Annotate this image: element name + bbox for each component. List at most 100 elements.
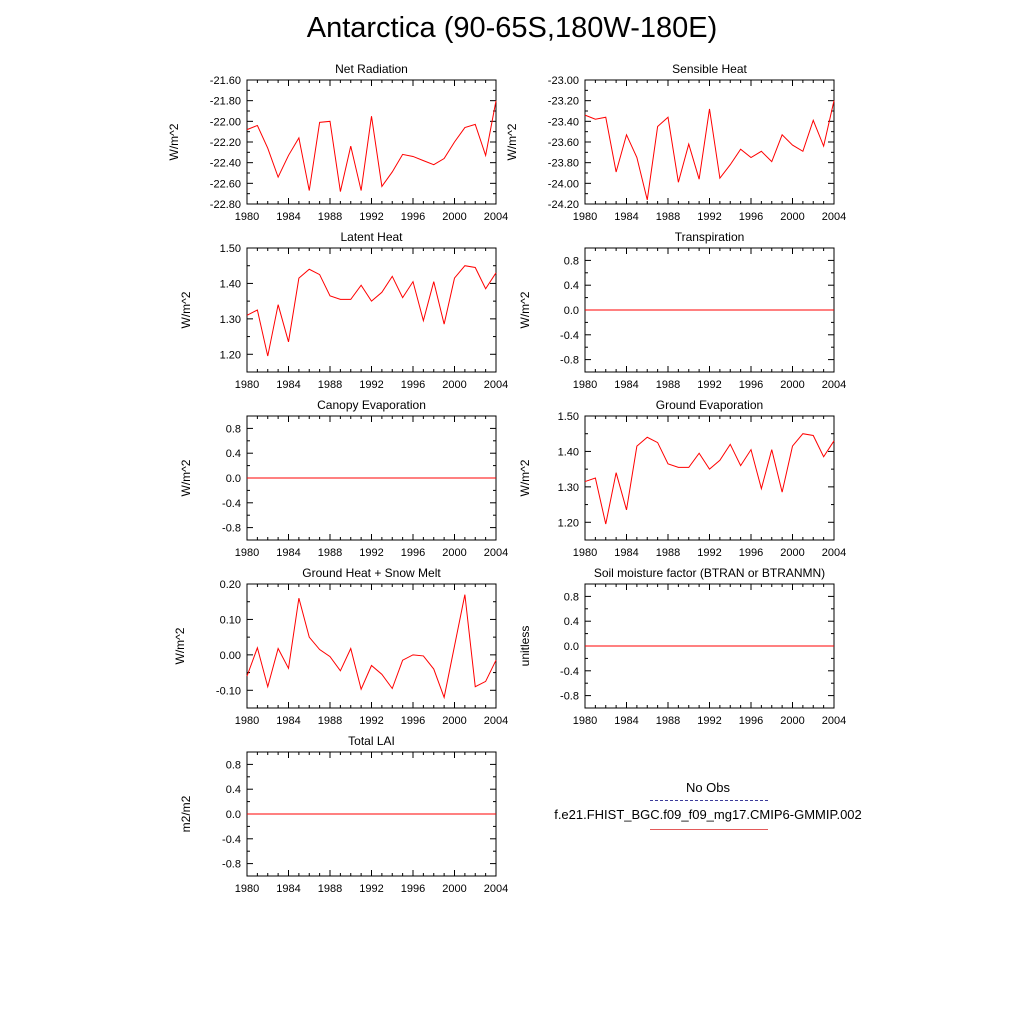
y-tick-label: -21.60: [210, 75, 241, 87]
y-tick-label: -0.4: [560, 666, 579, 678]
x-tick-label: 1980: [235, 883, 259, 895]
y-tick-label: 0.00: [220, 650, 241, 662]
panel-title: Transpiration: [675, 230, 745, 244]
x-tick-label: 2004: [484, 715, 508, 727]
y-tick-label: 0.8: [226, 423, 241, 435]
x-tick-label: 2004: [822, 715, 846, 727]
panel-5: Canopy Evaporation W/m^2 1980 1984 1988 1992 1…: [179, 398, 508, 559]
x-tick-label: 2004: [822, 211, 846, 223]
y-tick-label: 0.4: [564, 616, 579, 628]
panel-title: Total LAI: [348, 734, 395, 748]
legend-obs-line: [650, 800, 768, 801]
y-tick-label: -0.4: [222, 498, 241, 510]
x-tick-label: 1980: [235, 715, 259, 727]
panel-title: Net Radiation: [335, 62, 408, 76]
y-tick-label: -0.8: [560, 691, 579, 703]
panel-2: Sensible Heat W/m^2 1980 1984 1988 1992 1996 20…: [505, 62, 846, 223]
x-tick-label: 1996: [401, 211, 425, 223]
x-tick-label: 2000: [442, 883, 466, 895]
x-tick-label: 1988: [318, 715, 342, 727]
x-tick-label: 1988: [318, 211, 342, 223]
x-tick-label: 1984: [276, 715, 300, 727]
x-tick-label: 1996: [401, 883, 425, 895]
y-tick-label: 1.50: [558, 411, 579, 423]
series-line: [246, 594, 497, 700]
series-line: [246, 100, 497, 192]
x-tick-label: 1984: [614, 379, 638, 391]
y-tick-label: -21.80: [210, 96, 241, 108]
x-tick-label: 2000: [780, 547, 804, 559]
x-tick-label: 1988: [656, 211, 680, 223]
y-tick-label: -23.80: [548, 158, 579, 170]
x-tick-label: 2004: [484, 211, 508, 223]
x-tick-label: 2000: [780, 379, 804, 391]
x-tick-label: 1980: [573, 379, 597, 391]
y-tick-label: 0.4: [226, 784, 241, 796]
x-tick-label: 2004: [822, 379, 846, 391]
panel-title: Latent Heat: [340, 230, 403, 244]
x-tick-label: 1984: [614, 547, 638, 559]
y-tick-label: -0.8: [222, 523, 241, 535]
y-tick-label: 1.20: [220, 349, 241, 361]
y-tick-label: 0.0: [564, 641, 579, 653]
x-tick-label: 1992: [697, 715, 721, 727]
y-tick-label: 0.10: [220, 614, 241, 626]
x-tick-label: 1992: [359, 379, 383, 391]
x-tick-label: 2000: [780, 211, 804, 223]
legend-obs-label: No Obs: [685, 780, 731, 795]
y-tick-label: -0.4: [222, 834, 241, 846]
x-tick-label: 1984: [276, 547, 300, 559]
y-axis-label: unitless: [518, 626, 532, 667]
y-tick-label: 0.0: [226, 809, 241, 821]
y-tick-label: -0.10: [216, 685, 241, 697]
x-tick-label: 1988: [656, 379, 680, 391]
legend-case-label: f.e21.FHIST_BGC.f09_f09_mg17.CMIP6-GMMIP…: [554, 807, 862, 822]
x-tick-label: 1996: [739, 211, 763, 223]
x-tick-label: 1996: [739, 547, 763, 559]
panel-7: Ground Heat + Snow Melt W/m^2 1980 1984 1988…: [173, 566, 508, 727]
plot-frame: [246, 247, 497, 373]
plot-frame: [246, 79, 497, 205]
plot-frame: [584, 415, 835, 541]
y-axis-label: W/m^2: [505, 123, 519, 160]
y-tick-label: 1.20: [558, 517, 579, 529]
y-tick-label: 0.4: [226, 448, 241, 460]
panel-8: Soil moisture factor (BTRAN or BTRANMN) u…: [518, 566, 846, 727]
x-tick-label: 1984: [276, 883, 300, 895]
x-tick-label: 1988: [318, 379, 342, 391]
x-tick-label: 1996: [401, 379, 425, 391]
x-tick-label: 1984: [614, 211, 638, 223]
x-tick-label: 1996: [739, 379, 763, 391]
x-tick-label: 2004: [484, 547, 508, 559]
x-tick-label: 1980: [573, 715, 597, 727]
y-tick-label: -22.40: [210, 158, 241, 170]
y-tick-label: -0.8: [560, 355, 579, 367]
y-tick-label: 0.0: [564, 305, 579, 317]
x-tick-label: 1984: [276, 379, 300, 391]
y-axis-label: W/m^2: [518, 291, 532, 328]
x-tick-label: 2000: [442, 211, 466, 223]
y-axis-label: W/m^2: [179, 459, 193, 496]
y-tick-label: 1.40: [558, 446, 579, 458]
y-axis-label: W/m^2: [173, 627, 187, 664]
panel-title: Sensible Heat: [672, 62, 747, 76]
x-tick-label: 1992: [697, 547, 721, 559]
series-line: [246, 265, 497, 357]
x-tick-label: 1996: [401, 715, 425, 727]
x-tick-label: 1980: [235, 379, 259, 391]
y-tick-label: 0.8: [226, 759, 241, 771]
panel-4: Transpiration W/m^2 1980 1984 1988 1992 1996 20…: [518, 230, 846, 391]
x-tick-label: 1992: [359, 211, 383, 223]
x-tick-label: 1980: [573, 547, 597, 559]
x-tick-label: 1992: [359, 547, 383, 559]
x-tick-label: 2004: [484, 883, 508, 895]
y-tick-label: -22.00: [210, 116, 241, 128]
y-axis-label: W/m^2: [518, 459, 532, 496]
plot-frame: [584, 79, 835, 205]
y-tick-label: -24.00: [548, 178, 579, 190]
y-axis-label: W/m^2: [179, 291, 193, 328]
x-tick-label: 1996: [401, 547, 425, 559]
y-tick-label: 0.8: [564, 255, 579, 267]
x-tick-label: 2000: [442, 547, 466, 559]
